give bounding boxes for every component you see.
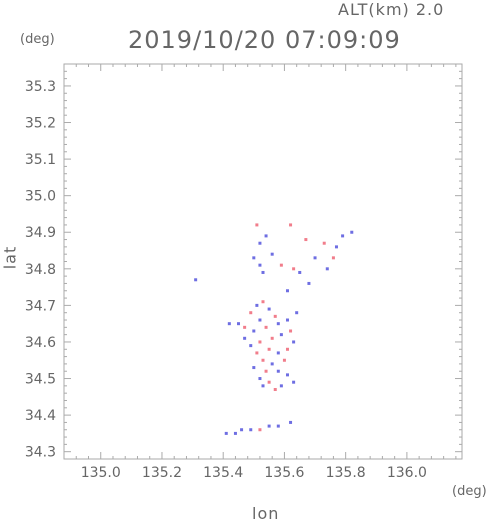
- chart-title-timestamp: 2019/10/20 07:09:09: [128, 26, 401, 54]
- data-point: [289, 223, 293, 227]
- data-point: [227, 322, 231, 326]
- x-tick-label: 135.2: [142, 465, 182, 481]
- data-point: [273, 314, 277, 318]
- data-point: [273, 388, 277, 392]
- data-point: [276, 322, 280, 326]
- data-point: [258, 263, 262, 267]
- data-point: [243, 325, 247, 329]
- data-point: [304, 238, 308, 242]
- data-point: [307, 281, 311, 285]
- data-point: [264, 234, 268, 238]
- data-point: [258, 428, 262, 432]
- data-point: [240, 428, 244, 432]
- data-point: [249, 428, 253, 432]
- y-tick-label: 34.9: [25, 225, 56, 241]
- data-point: [276, 351, 280, 355]
- data-point: [341, 234, 345, 238]
- data-point: [267, 347, 271, 351]
- data-point: [252, 329, 256, 333]
- y-tick-label: 34.7: [25, 298, 56, 314]
- y-tick-label: 34.6: [25, 335, 56, 351]
- data-point: [224, 431, 228, 435]
- data-point: [270, 336, 274, 340]
- y-tick-label: 34.5: [25, 372, 56, 388]
- data-point: [264, 369, 268, 373]
- data-point: [334, 245, 338, 249]
- data-point: [279, 263, 283, 267]
- data-point: [252, 256, 256, 260]
- data-point: [279, 384, 283, 388]
- y-tick-label: 35.3: [25, 79, 56, 95]
- data-point: [255, 351, 259, 355]
- data-point: [249, 344, 253, 348]
- data-point: [261, 300, 265, 304]
- data-point: [261, 270, 265, 274]
- y-tick-label: 35.1: [25, 152, 56, 168]
- data-point: [276, 369, 280, 373]
- data-point: [285, 373, 289, 377]
- data-point: [285, 347, 289, 351]
- data-point: [292, 267, 296, 271]
- data-point: [289, 329, 293, 333]
- data-point: [292, 340, 296, 344]
- y-tick-label: 34.3: [25, 445, 56, 461]
- data-point: [261, 384, 265, 388]
- y-tick-label: 34.4: [25, 408, 56, 424]
- data-point: [267, 424, 271, 428]
- data-point: [258, 340, 262, 344]
- data-point: [258, 377, 262, 381]
- x-axis-unit: (deg): [452, 484, 487, 499]
- x-tick-label: 136.0: [387, 465, 427, 481]
- data-point: [298, 270, 302, 274]
- data-point: [255, 303, 259, 307]
- y-axis-unit: (deg): [20, 32, 55, 47]
- data-point: [258, 318, 262, 322]
- data-point: [258, 241, 262, 245]
- data-point: [322, 241, 326, 245]
- data-point: [255, 223, 259, 227]
- plot-frame: [63, 63, 463, 460]
- x-tick-label: 135.4: [203, 465, 243, 481]
- data-point: [285, 318, 289, 322]
- data-point: [295, 311, 299, 315]
- y-tick-label: 35.0: [25, 189, 56, 205]
- y-tick-label: 34.8: [25, 262, 56, 278]
- y-tick-label: 35.2: [25, 116, 56, 132]
- data-point: [267, 307, 271, 311]
- data-point: [233, 431, 237, 435]
- data-point: [261, 358, 265, 362]
- data-point: [350, 230, 354, 234]
- data-point: [270, 362, 274, 366]
- data-point: [252, 366, 256, 370]
- axis-ticks: 34.3 34.4 34.5 34.6 34.7 34.8 34.9 35.0 35.1 35.2…: [25, 63, 462, 481]
- data-point: [279, 333, 283, 337]
- data-point: [237, 322, 241, 326]
- data-point: [292, 380, 296, 384]
- data-point: [276, 424, 280, 428]
- x-axis-label: lon: [252, 504, 280, 523]
- data-point: [194, 278, 198, 282]
- data-point: [285, 289, 289, 293]
- x-tick-label: 135.6: [264, 465, 304, 481]
- data-point: [331, 256, 335, 260]
- data-point: [282, 358, 286, 362]
- data-point: [289, 420, 293, 424]
- x-tick-label: 135.0: [81, 465, 121, 481]
- data-point: [313, 256, 317, 260]
- data-point: [325, 267, 329, 271]
- data-point: [243, 336, 247, 340]
- data-point: [264, 325, 268, 329]
- data-point: [249, 311, 253, 315]
- x-tick-label: 135.8: [326, 465, 366, 481]
- altitude-label: ALT(km) 2.0: [338, 0, 445, 19]
- data-point: [270, 252, 274, 256]
- data-points: [194, 223, 354, 435]
- data-point: [267, 380, 271, 384]
